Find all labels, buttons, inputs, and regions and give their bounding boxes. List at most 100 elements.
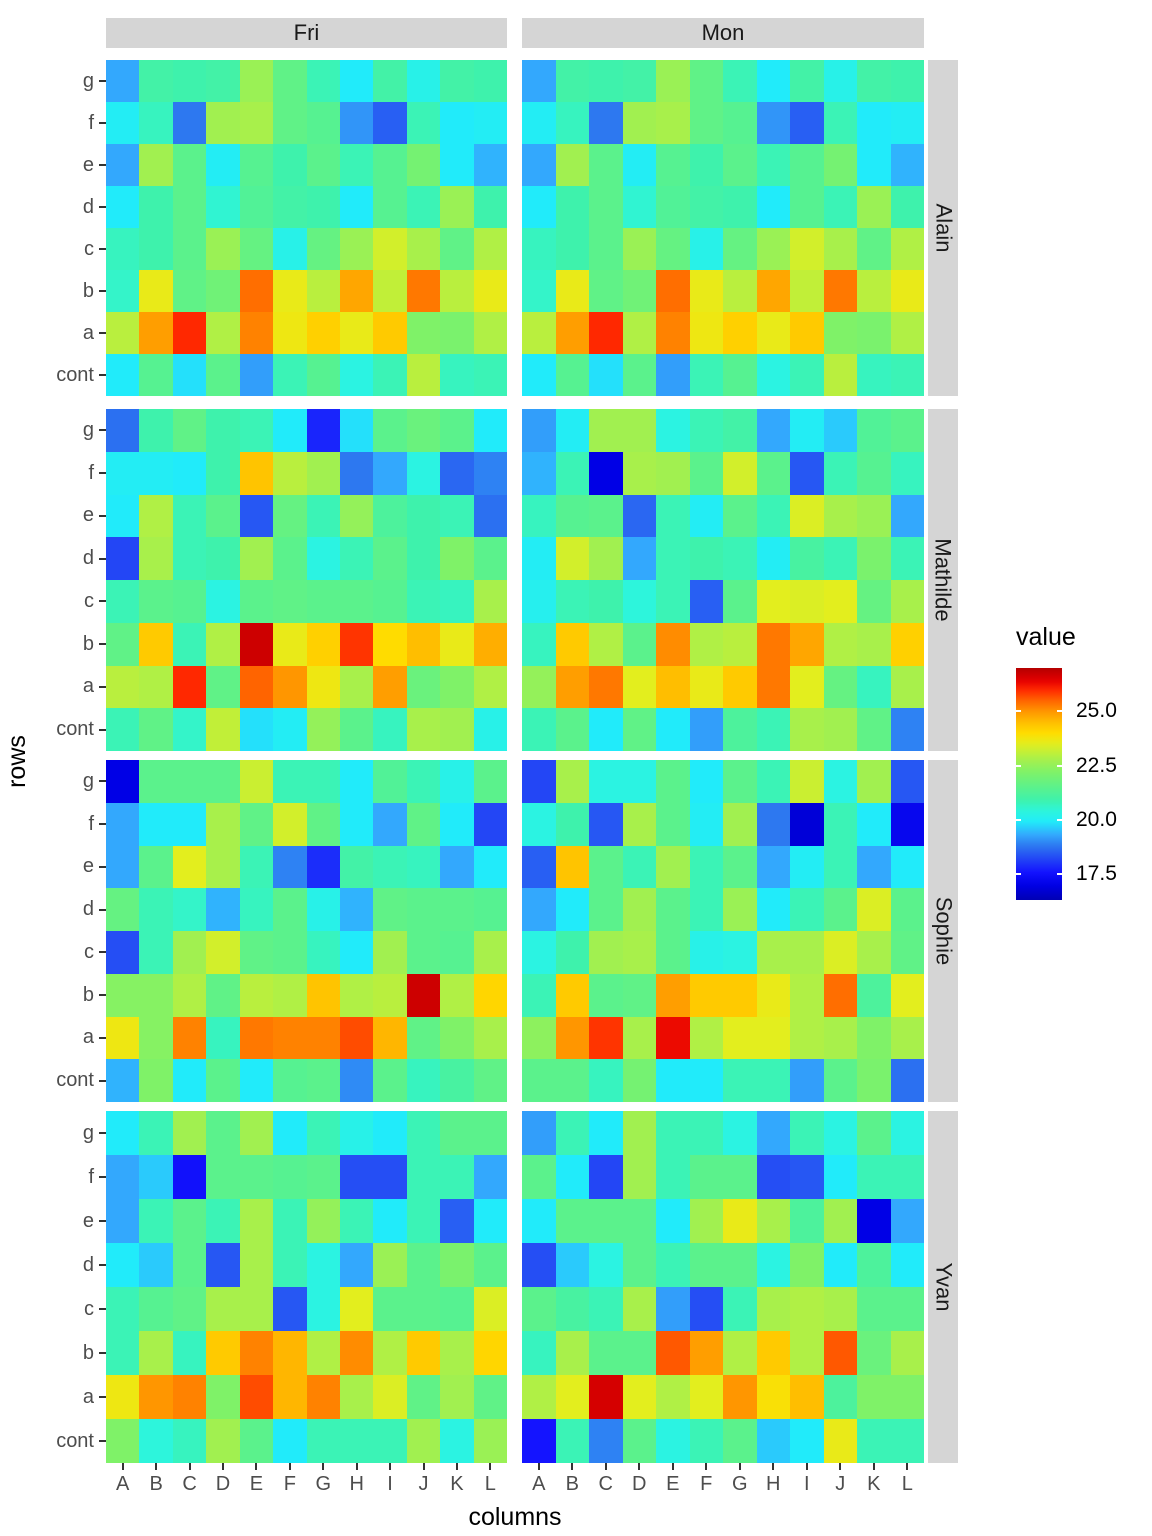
heatmap-cell (139, 1016, 173, 1060)
heatmap-cell (473, 622, 507, 666)
heatmap-cell (473, 1111, 507, 1155)
heatmap-cell (306, 622, 340, 666)
heatmap-cell (239, 1331, 274, 1375)
heatmap-cell (890, 1375, 924, 1419)
heatmap-cell (373, 186, 407, 228)
heatmap-cell (373, 60, 407, 102)
heatmap-cell (473, 1059, 507, 1102)
y-tick-mark (99, 1440, 106, 1442)
heatmap-cell (723, 665, 757, 709)
heatmap-cell (306, 1155, 340, 1199)
heatmap-cell (656, 665, 690, 709)
heatmap-cell (890, 186, 924, 228)
heatmap-cell (756, 60, 790, 102)
heatmap-cell (656, 760, 690, 803)
heatmap-cell (522, 494, 556, 538)
heatmap-cell (306, 228, 340, 270)
heatmap-cell (406, 1287, 441, 1331)
y-tick-label: c (84, 589, 94, 612)
heatmap-cell (522, 580, 556, 623)
heatmap-cell (622, 1287, 656, 1331)
heatmap-cell (406, 1375, 441, 1419)
x-tick-label: L (484, 1473, 496, 1495)
y-tick-mark (99, 600, 106, 603)
heatmap-cell (306, 1059, 340, 1102)
heatmap-cell (723, 760, 757, 803)
heatmap-cell (206, 1059, 240, 1102)
heatmap-cell (656, 312, 690, 354)
heatmap-cell (306, 537, 340, 580)
x-tick-label: H (766, 1473, 781, 1495)
heatmap-cell (239, 1059, 274, 1102)
heatmap-cell (656, 708, 690, 751)
legend-tick-label: 20.0 (1076, 807, 1117, 831)
heatmap-cell (756, 580, 790, 623)
heatmap-cell (339, 708, 374, 751)
heatmap-cell (622, 1155, 656, 1199)
x-tick-mark (121, 1463, 124, 1470)
heatmap-cell (823, 931, 857, 974)
heatmap-cell (622, 1243, 656, 1287)
y-tick-mark (99, 1176, 106, 1178)
heatmap-cell (206, 60, 240, 102)
heatmap-cell (306, 665, 340, 709)
heatmap-cell (473, 186, 507, 228)
heatmap-cell (689, 580, 723, 623)
y-tick-mark (99, 951, 106, 954)
heatmap-cell (440, 1375, 474, 1419)
heatmap-cell (139, 845, 173, 889)
heatmap-cell (139, 270, 173, 312)
heatmap-cell (339, 931, 374, 974)
y-tick-label: e (82, 1209, 94, 1232)
heatmap-cell (206, 186, 240, 228)
heatmap-cell (689, 537, 723, 580)
heatmap-cell (172, 1375, 207, 1419)
heatmap-cell (723, 144, 757, 186)
y-tick-mark (99, 1132, 106, 1134)
facet-strip-mathilde-label: Mathilde (931, 538, 956, 622)
heatmap-cell (823, 312, 857, 354)
x-tick-mark (489, 1463, 492, 1470)
heatmap-cell (589, 888, 623, 931)
heatmap-cell (306, 102, 340, 144)
heatmap-cell (106, 186, 140, 228)
heatmap-cell (273, 708, 307, 751)
heatmap-cell (306, 802, 340, 846)
heatmap-cell (206, 802, 240, 846)
heatmap-cell (273, 451, 307, 495)
heatmap-cell (823, 1059, 857, 1102)
heatmap-cell (756, 451, 790, 495)
heatmap-cell (473, 845, 507, 889)
heatmap-cell (790, 102, 824, 144)
heatmap-cell (373, 144, 407, 186)
legend-tick-mark (1016, 818, 1021, 821)
y-axis-labels-sophie: g f e d c b a cont (34, 760, 106, 1102)
heatmap-cell (823, 537, 857, 580)
heatmap-cell (473, 931, 507, 974)
heatmap-cell (339, 451, 374, 495)
heatmap-cell (756, 760, 790, 803)
heatmap-cell (373, 622, 407, 666)
heatmap-cell (106, 708, 140, 751)
heatmap-cell (790, 888, 824, 931)
heatmap-cell (473, 760, 507, 803)
heatmap-cell (656, 494, 690, 538)
heatmap-cell (206, 1155, 240, 1199)
heatmap-cell (790, 1419, 824, 1463)
heatmap-cell (440, 312, 474, 354)
heatmap-cell (239, 1155, 274, 1199)
heatmap-cell (689, 451, 723, 495)
heatmap-cell (656, 1331, 690, 1375)
heatmap-cell (172, 354, 207, 396)
y-tick-label: g (82, 69, 94, 92)
heatmap-cell (172, 144, 207, 186)
heatmap-cell (106, 580, 140, 623)
heatmap-cell (206, 931, 240, 974)
heatmap-cell (139, 451, 173, 495)
heatmap-cell (473, 1419, 507, 1463)
heatmap-cell (656, 973, 690, 1017)
heatmap-cell (440, 622, 474, 666)
heatmap-cell (555, 451, 589, 495)
heatmap-cell (473, 973, 507, 1017)
heatmap-cell (473, 1016, 507, 1060)
